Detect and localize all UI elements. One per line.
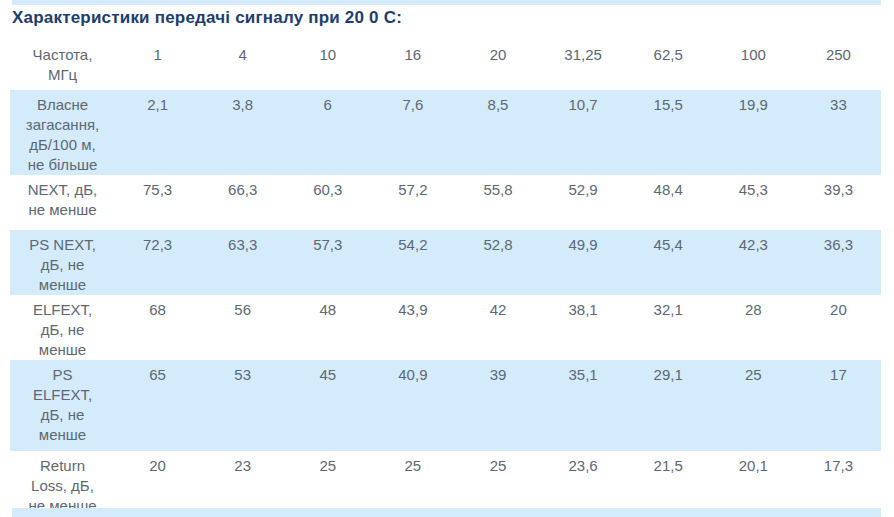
table-cell: 3,8: [200, 90, 285, 175]
row-header: Власне загасання, дБ/100 м, не більше: [10, 90, 115, 175]
page: Характеристики передачі сигналу при 20 0…: [0, 0, 894, 517]
table-row-elfext: ELFEXT, дБ, не менше 68 56 48 43,9 42 38…: [10, 295, 881, 360]
table-cell: 52,9: [541, 175, 626, 230]
table-cell: 45,3: [711, 175, 796, 230]
column-header: 31,25: [541, 40, 626, 90]
table-cell: 54,2: [370, 230, 455, 295]
table-row-ps-elfext: PS ELFEXT, дБ, не менше 65 53 45 40,9 39…: [10, 360, 881, 451]
table-cell: 2,1: [115, 90, 200, 175]
table-cell: 40,9: [370, 360, 455, 451]
table-row-ps-next: PS NEXT, дБ, не менше 72,3 63,3 57,3 54,…: [10, 230, 881, 295]
table-header-row: Частота, МГц 1 4 10 16 20 31,25 62,5 100…: [10, 40, 881, 90]
table-cell: 7,6: [370, 90, 455, 175]
table-container: Частота, МГц 1 4 10 16 20 31,25 62,5 100…: [10, 40, 881, 517]
table-cell: 45: [285, 360, 370, 451]
column-header: 4: [200, 40, 285, 90]
table-cell: 52,8: [455, 230, 540, 295]
table-cell: 39,3: [796, 175, 881, 230]
table-cell: 39: [455, 360, 540, 451]
table-cell: 38,1: [541, 295, 626, 360]
table-cell: 33: [796, 90, 881, 175]
table-cell: 28: [711, 295, 796, 360]
table-cell: 36,3: [796, 230, 881, 295]
table-cell: 42,3: [711, 230, 796, 295]
row-header: ELFEXT, дБ, не менше: [10, 295, 115, 360]
table-cell: 15,5: [626, 90, 711, 175]
table-cell: 32,1: [626, 295, 711, 360]
table-cell: 55,8: [455, 175, 540, 230]
column-header-frequency: Частота, МГц: [10, 40, 115, 90]
table-cell: 60,3: [285, 175, 370, 230]
column-header: 1: [115, 40, 200, 90]
row-header: NEXT, дБ, не менше: [10, 175, 115, 230]
table-cell: 56: [200, 295, 285, 360]
column-header: 100: [711, 40, 796, 90]
table-cell: 35,1: [541, 360, 626, 451]
partial-previous-row-strip: [12, 0, 881, 5]
table-cell: 42: [455, 295, 540, 360]
table-cell: 49,9: [541, 230, 626, 295]
table-row-attenuation: Власне загасання, дБ/100 м, не більше 2,…: [10, 90, 881, 175]
table-cell: 43,9: [370, 295, 455, 360]
table-cell: 68: [115, 295, 200, 360]
table-cell: 66,3: [200, 175, 285, 230]
table-cell: 57,3: [285, 230, 370, 295]
table-cell: 48: [285, 295, 370, 360]
table-cell: 57,2: [370, 175, 455, 230]
page-title: Характеристики передачі сигналу при 20 0…: [12, 8, 402, 28]
table-cell: 29,1: [626, 360, 711, 451]
table-cell: 75,3: [115, 175, 200, 230]
partial-next-row-strip: [12, 508, 881, 517]
row-header: PS ELFEXT, дБ, не менше: [10, 360, 115, 451]
table-cell: 48,4: [626, 175, 711, 230]
column-header: 20: [455, 40, 540, 90]
column-header: 10: [285, 40, 370, 90]
table-row-next: NEXT, дБ, не менше 75,3 66,3 60,3 57,2 5…: [10, 175, 881, 230]
table-cell: 45,4: [626, 230, 711, 295]
table-cell: 8,5: [455, 90, 540, 175]
table-cell: 17: [796, 360, 881, 451]
row-header: PS NEXT, дБ, не менше: [10, 230, 115, 295]
table-cell: 20: [796, 295, 881, 360]
table-cell: 19,9: [711, 90, 796, 175]
table-cell: 6: [285, 90, 370, 175]
signal-characteristics-table: Частота, МГц 1 4 10 16 20 31,25 62,5 100…: [10, 40, 881, 517]
table-cell: 65: [115, 360, 200, 451]
table-cell: 25: [711, 360, 796, 451]
table-cell: 72,3: [115, 230, 200, 295]
table-cell: 63,3: [200, 230, 285, 295]
column-header: 250: [796, 40, 881, 90]
table-cell: 53: [200, 360, 285, 451]
table-cell: 10,7: [541, 90, 626, 175]
column-header: 16: [370, 40, 455, 90]
column-header: 62,5: [626, 40, 711, 90]
